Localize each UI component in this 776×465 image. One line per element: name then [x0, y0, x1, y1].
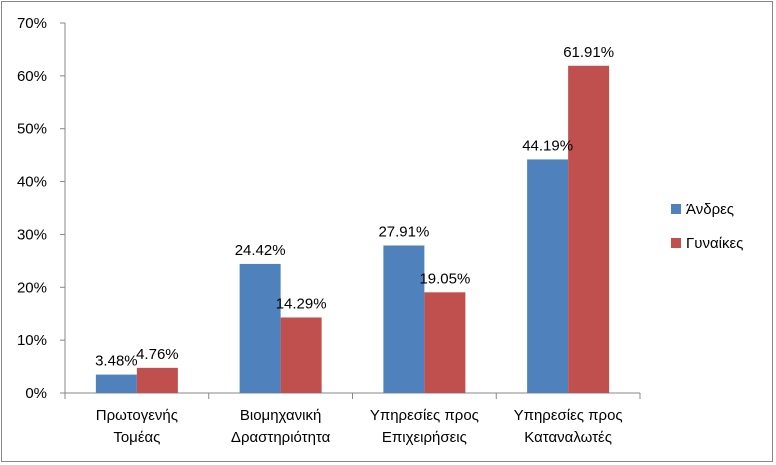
data-label: 27.91%: [378, 223, 429, 240]
data-label: 14.29%: [276, 295, 327, 312]
bars: [95, 65, 610, 394]
y-tick-label: 20%: [17, 279, 47, 296]
bar-series-2: [424, 292, 466, 393]
bar-series-2: [136, 367, 178, 393]
y-tick-label: 40%: [17, 174, 47, 191]
x-tick-label: Υπηρεσίες προς Επιχειρήσεις: [370, 407, 479, 446]
data-labels: 3.48%4.76% 24.42% 14.29% 27.91% 19.05% 44.19%…: [95, 44, 614, 370]
data-label: 61.91%: [563, 44, 614, 61]
y-tick-label: 50%: [17, 121, 47, 138]
y-tick-label: 0%: [25, 385, 47, 402]
legend-swatch: [671, 238, 681, 248]
axes: 0% 10% 20% 30% 40% 50% 60% 70% Πρωτογενής Τομέας Β…: [17, 15, 641, 446]
data-label: 44.19%: [522, 137, 573, 154]
bar-series-2: [280, 317, 322, 393]
legend-label: Άνδρες: [686, 201, 734, 218]
x-tick-label: Πρωτογενής Τομέας: [96, 407, 178, 446]
legend: Άνδρες Γυναίκες: [671, 201, 743, 252]
bar-series-1: [239, 263, 281, 393]
bar-series-1: [527, 159, 569, 393]
data-label: 3.48%: [95, 353, 138, 370]
bar-series-1: [383, 245, 425, 393]
data-label: 19.05%: [419, 270, 470, 287]
legend-swatch: [671, 204, 681, 214]
legend-label: Γυναίκες: [686, 235, 743, 252]
data-label: 4.76%: [136, 346, 179, 363]
y-tick-label: 30%: [17, 226, 47, 243]
x-tick-label: Υπηρεσίες προς Καταναλωτές: [514, 407, 623, 446]
bar-series-2: [568, 65, 610, 394]
y-tick-label: 70%: [17, 15, 47, 32]
y-tick-label: 10%: [17, 332, 47, 349]
x-tick-label: Βιομηχανική Δραστηριότητα: [231, 407, 331, 446]
bar-series-1: [95, 374, 137, 393]
data-label: 24.42%: [235, 242, 286, 259]
y-tick-label: 60%: [17, 68, 47, 85]
